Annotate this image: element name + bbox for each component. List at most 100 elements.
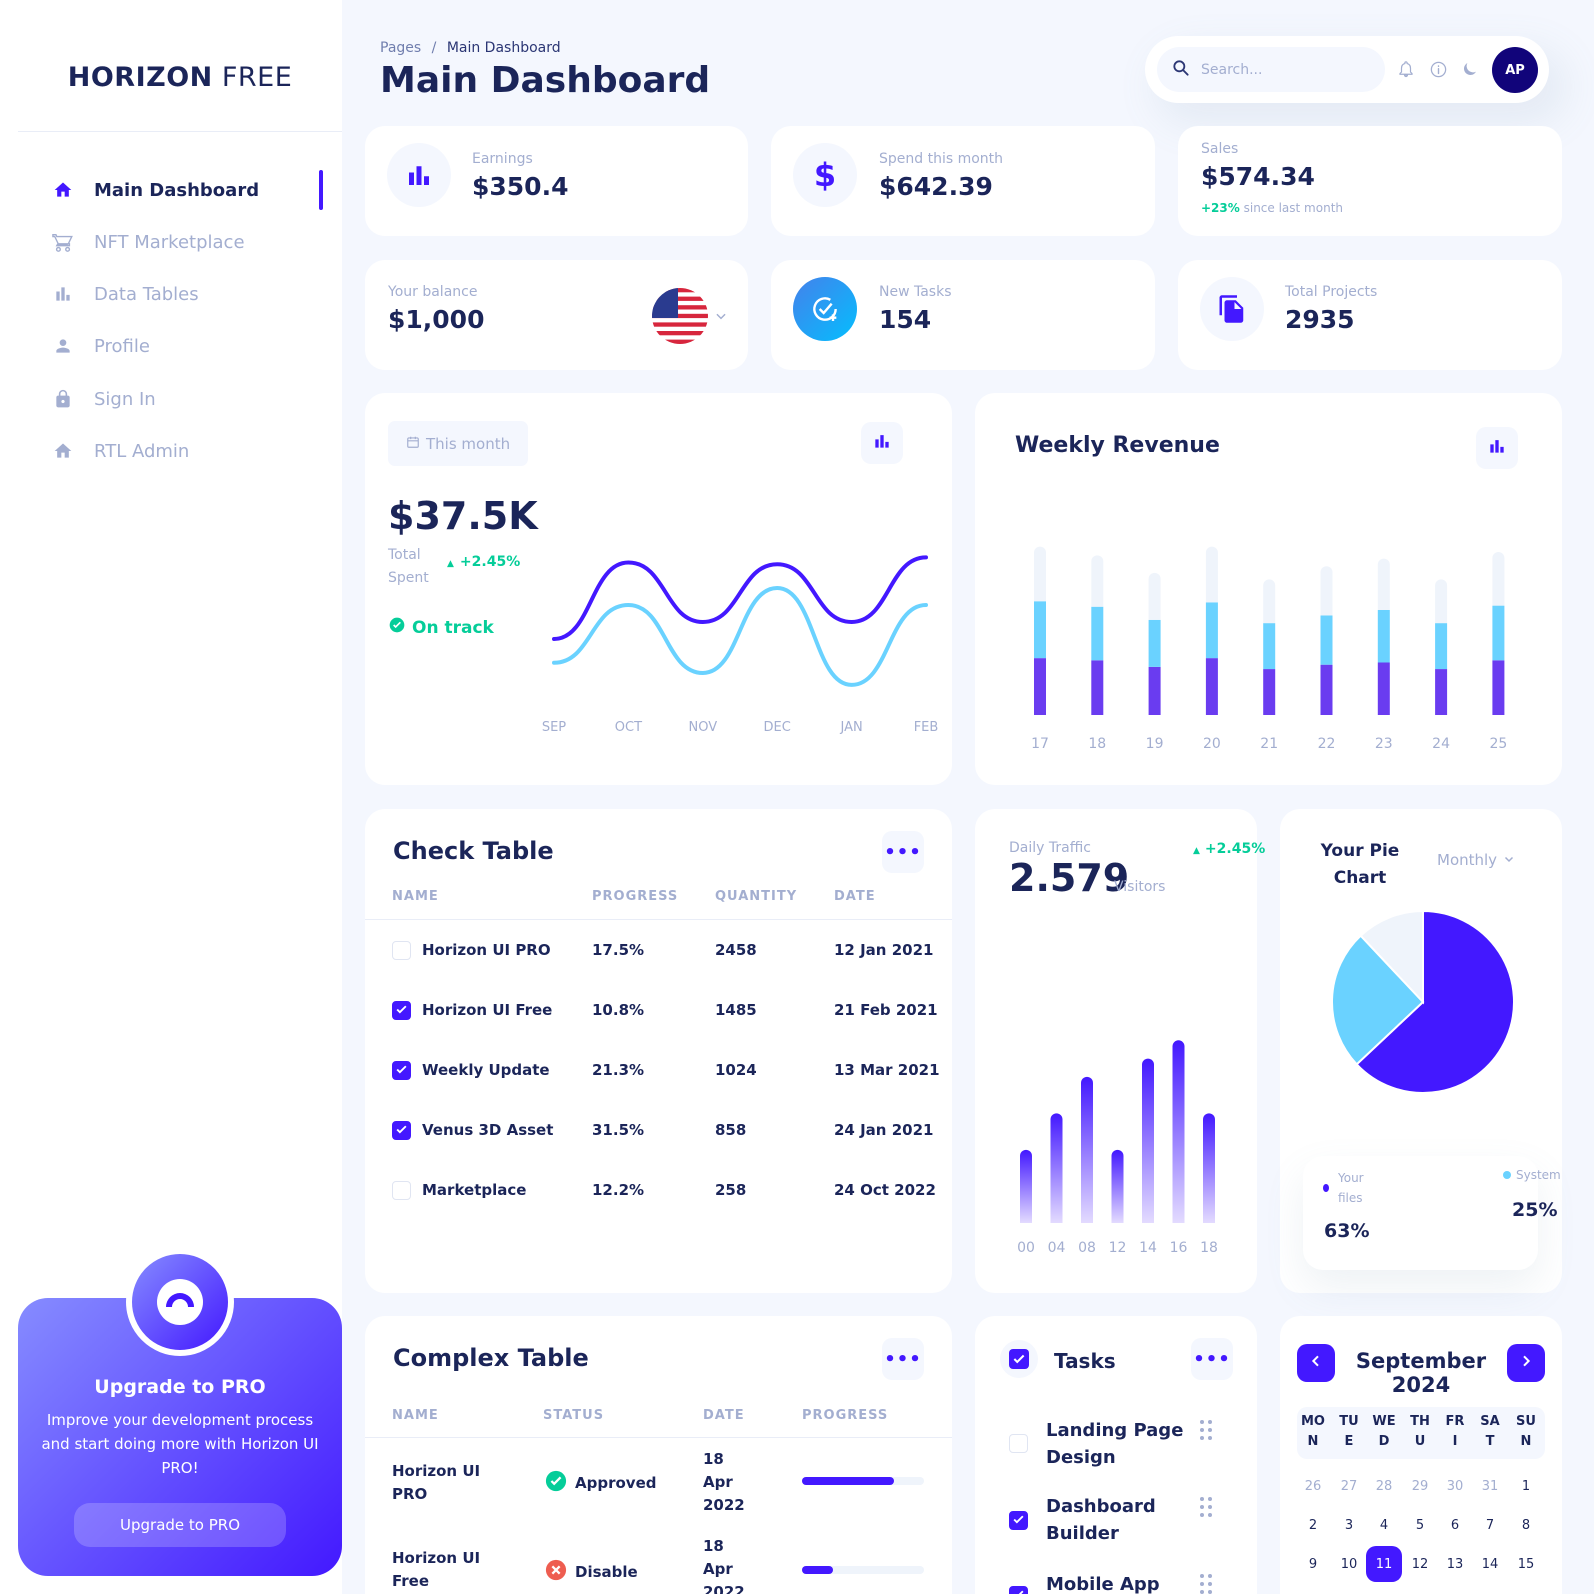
row-date: 18 Apr 2022 [703, 1450, 745, 1514]
check-icon [1012, 1586, 1025, 1594]
calendar-day[interactable]: 2 [1308, 1517, 1318, 1533]
drag-handle-icon[interactable] [1199, 1496, 1213, 1522]
table-divider [365, 919, 952, 920]
calendar-day[interactable]: 14 [1481, 1556, 1499, 1572]
progress-fill [802, 1566, 833, 1574]
lock-icon [52, 388, 74, 410]
calendar-day[interactable]: 10 [1340, 1556, 1358, 1572]
earnings-label: Earnings [472, 151, 533, 167]
check-icon [395, 1001, 408, 1020]
calendar-day[interactable]: 30 [1446, 1478, 1464, 1494]
period-selector[interactable]: This month [388, 421, 528, 466]
sidebar-item-data-tables[interactable]: Data Tables [52, 279, 332, 309]
row-progress: 12.2% [592, 1181, 645, 1199]
total-spent-line-chart: SEP OCT NOV DEC JAN FEB [542, 555, 938, 735]
col-date[interactable]: DATE [703, 1408, 745, 1423]
task-checkbox[interactable] [1009, 1586, 1028, 1594]
row-checkbox[interactable] [392, 1001, 411, 1020]
us-flag-icon[interactable] [652, 288, 708, 344]
check-table-menu-button[interactable]: ••• [882, 831, 924, 873]
calendar-day[interactable]: 6 [1450, 1517, 1460, 1533]
tasks-menu-button[interactable]: ••• [1191, 1338, 1233, 1380]
bar-segment [1320, 615, 1333, 665]
bell-icon[interactable] [1395, 58, 1417, 80]
sidebar-item-main-dashboard[interactable]: Main Dashboard [52, 175, 332, 205]
calendar-day[interactable]: 26 [1304, 1478, 1322, 1494]
row-name: Weekly Update [422, 1061, 550, 1079]
calendar-day-selected[interactable]: 11 [1366, 1546, 1402, 1582]
col-status[interactable]: STATUS [543, 1408, 605, 1423]
drag-handle-icon[interactable] [1199, 1419, 1213, 1445]
row-checkbox[interactable] [392, 1061, 411, 1080]
task-checkbox[interactable] [1009, 1434, 1028, 1453]
complex-table-card [365, 1316, 952, 1594]
calendar-day[interactable]: 9 [1308, 1556, 1318, 1572]
task-checkbox[interactable] [1009, 1511, 1028, 1530]
col-quantity[interactable]: QUANTITY [715, 889, 798, 904]
upgrade-button[interactable]: Upgrade to PRO [74, 1503, 286, 1547]
row-checkbox[interactable] [392, 1121, 411, 1140]
sales-card [1178, 126, 1562, 236]
spend-value: $642.39 [879, 172, 993, 201]
sidebar-item-rtl-admin[interactable]: RTL Admin [52, 436, 332, 466]
calendar-day[interactable]: 4 [1379, 1517, 1389, 1533]
info-icon[interactable] [1427, 58, 1449, 80]
brand-logo[interactable]: HORIZON FREE [67, 62, 293, 93]
next-month-button[interactable] [1507, 1344, 1545, 1382]
moon-icon[interactable] [1459, 58, 1481, 80]
prev-month-button[interactable] [1297, 1344, 1335, 1382]
bar-segment [1034, 546, 1046, 602]
calendar-day[interactable]: 8 [1521, 1517, 1531, 1533]
drag-handle-icon[interactable] [1199, 1573, 1213, 1594]
col-name[interactable]: NAME [392, 1408, 439, 1423]
chevron-down-icon[interactable] [714, 308, 728, 327]
row-checkbox[interactable] [392, 1181, 411, 1200]
calendar-day[interactable]: 3 [1344, 1517, 1354, 1533]
row-progress: 10.8% [592, 1001, 645, 1019]
legend-system-value: 25% [1512, 1199, 1558, 1221]
col-name[interactable]: NAME [392, 889, 439, 904]
row-checkbox[interactable] [392, 941, 411, 960]
calendar-day[interactable]: 31 [1481, 1478, 1499, 1494]
col-date[interactable]: DATE [834, 889, 876, 904]
progress-fill [802, 1477, 894, 1485]
calendar-day[interactable]: 15 [1517, 1556, 1535, 1572]
spend-label: Spend this month [879, 151, 1004, 167]
projects-label: Total Projects [1285, 284, 1378, 300]
calendar-day[interactable]: 28 [1375, 1478, 1393, 1494]
bar-segment [1148, 619, 1161, 667]
sidebar-item-sign-in[interactable]: Sign In [52, 384, 332, 414]
weekly-revenue-chart-button[interactable] [1476, 427, 1518, 469]
calendar-day[interactable]: 5 [1415, 1517, 1425, 1533]
chart-toggle-button[interactable] [861, 422, 903, 464]
breadcrumb-root[interactable]: Pages [380, 40, 422, 56]
search-input[interactable] [1201, 61, 1371, 78]
calendar-day[interactable]: 27 [1340, 1478, 1358, 1494]
complex-table-menu-button[interactable]: ••• [882, 1338, 924, 1380]
bar-segment [1148, 572, 1161, 620]
upgrade-text: Improve your development process and sta… [41, 1411, 319, 1477]
pie-period-select[interactable]: Monthly [1437, 851, 1515, 869]
sidebar-item-nft-marketplace[interactable]: NFT Marketplace [52, 227, 332, 257]
dollar-icon: $ [793, 143, 857, 207]
x-tick-label: 22 [1318, 736, 1336, 752]
x-tick-label: 14 [1139, 1240, 1157, 1256]
row-date: 24 Oct 2022 [834, 1181, 936, 1199]
sidebar-item-profile[interactable]: Profile [52, 331, 332, 361]
avatar[interactable]: AP [1492, 47, 1538, 93]
bar-chart-icon [387, 143, 451, 207]
calendar-day[interactable]: 1 [1521, 1478, 1531, 1494]
calendar-day[interactable]: 12 [1411, 1556, 1429, 1572]
bar-chart-icon [1487, 436, 1507, 460]
calendar-day[interactable]: 29 [1411, 1478, 1429, 1494]
breadcrumb-current[interactable]: Main Dashboard [446, 40, 561, 56]
bar-segment [1377, 610, 1390, 663]
bar-segment [1435, 579, 1448, 624]
bar-segment [1263, 579, 1276, 624]
calendar-month-label[interactable]: September 2024 [1355, 1349, 1487, 1397]
col-progress[interactable]: PROGRESS [802, 1408, 889, 1423]
x-tick-label: 18 [1200, 1240, 1218, 1256]
calendar-day[interactable]: 13 [1446, 1556, 1464, 1572]
col-progress[interactable]: PROGRESS [592, 889, 679, 904]
calendar-day[interactable]: 7 [1485, 1517, 1495, 1533]
